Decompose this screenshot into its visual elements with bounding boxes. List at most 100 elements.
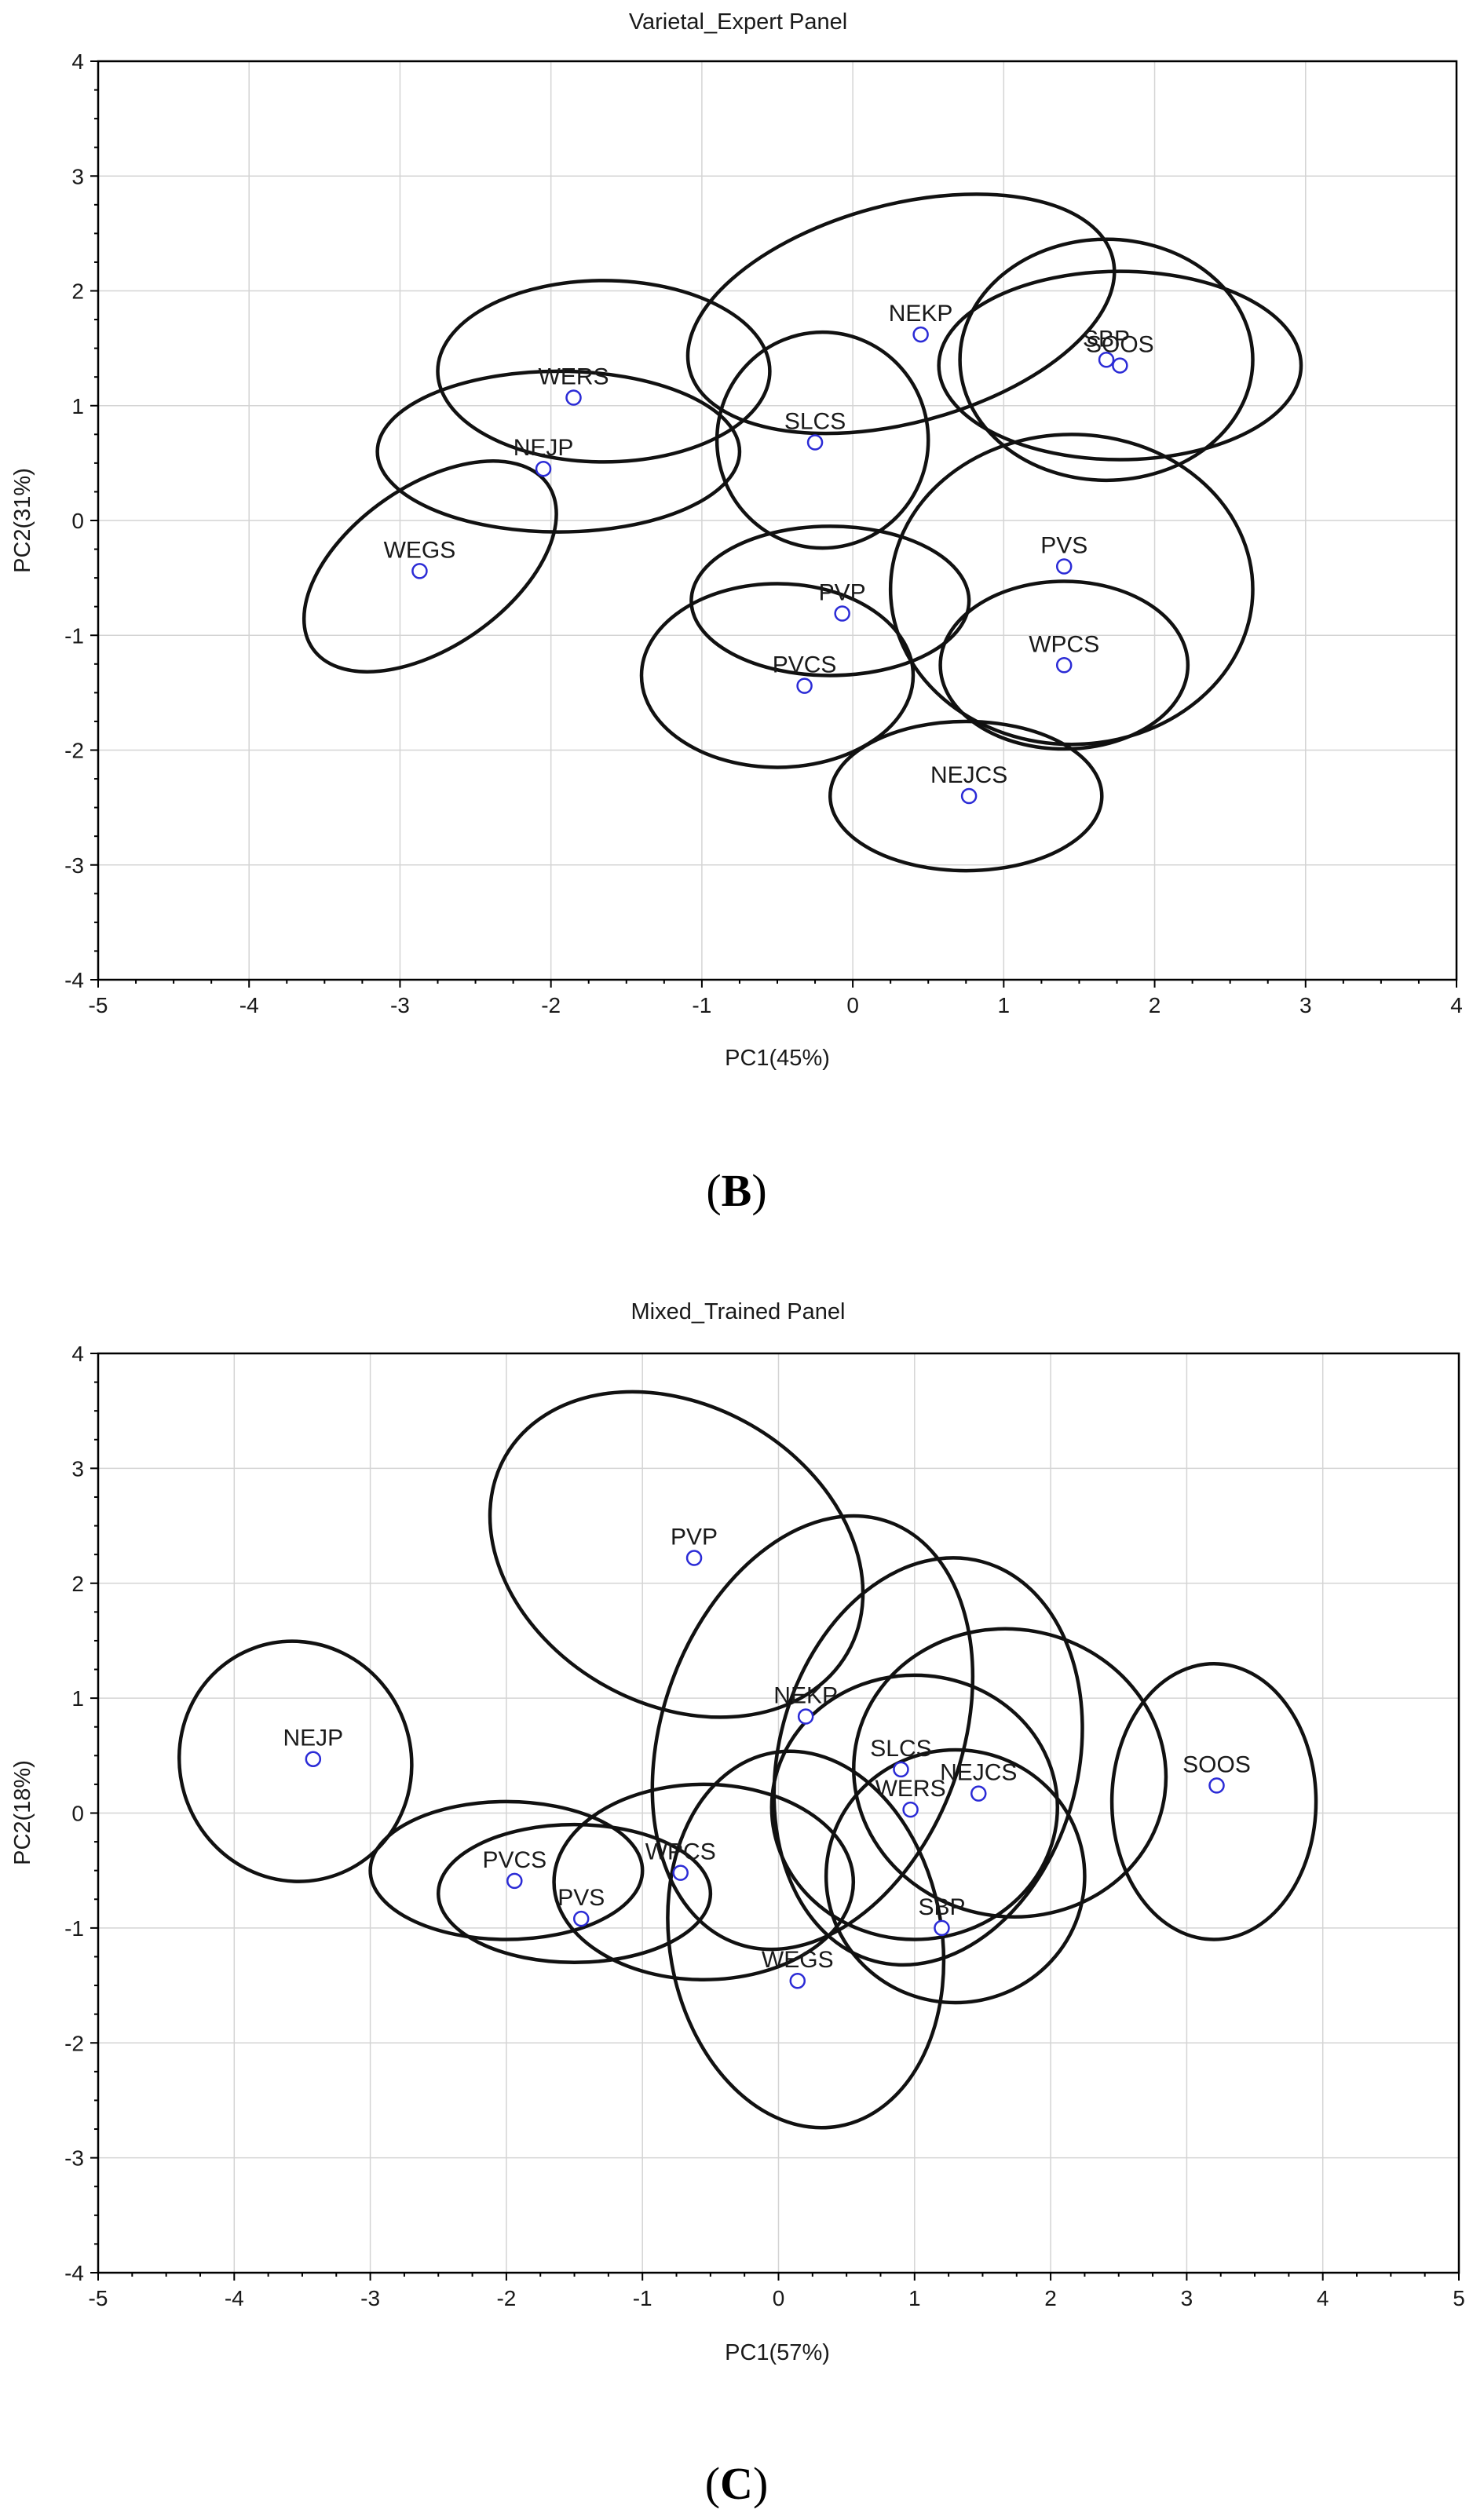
- c-point-pvs: [572, 1910, 590, 1927]
- c-x-tick-label: 3: [1181, 2286, 1193, 2310]
- c-point-label-nejp: NEJP: [283, 1726, 343, 1751]
- b-confidence-ellipse-pvp: [689, 524, 971, 677]
- panel-b-title: Varietal_Expert Panel: [629, 9, 847, 35]
- b-confidence-ellipse-nekp: [685, 192, 1117, 436]
- b-point-wegs: [411, 563, 428, 579]
- c-point-label-nejcs: NEJCS: [940, 1760, 1017, 1786]
- c-point-label-wpcs: WPCS: [645, 1839, 716, 1865]
- b-confidence-ellipse-pvcs: [639, 582, 916, 769]
- b-confidence-ellipse-soos: [937, 269, 1303, 462]
- b-confidence-ellipse-wpcs: [938, 579, 1190, 751]
- b-point-pvs: [1055, 558, 1073, 575]
- c-y-tick-label: 0: [71, 1802, 84, 1826]
- c-point-sbp: [934, 1919, 950, 1937]
- c-point-wegs: [789, 1972, 806, 1989]
- c-confidence-ellipse-wers: [769, 1673, 1060, 1941]
- b-x-tick-label: 4: [1450, 993, 1463, 1017]
- c-point-label-nekp: NEKP: [773, 1683, 838, 1709]
- panel-b-y-axis-label: PC2(31%): [10, 468, 35, 573]
- panel-b-x-axis-label: PC1(45%): [725, 1046, 830, 1071]
- b-x-tick-label: -5: [89, 993, 108, 1017]
- c-confidence-ellipse-pvs: [437, 1822, 713, 1965]
- b-x-tick-label: 3: [1299, 993, 1312, 1017]
- panel-c-x-axis-label: PC1(57%): [725, 2340, 830, 2365]
- c-y-tick-label: 2: [71, 1572, 84, 1596]
- b-y-tick-label: 0: [71, 509, 84, 533]
- b-point-label-wpcs: WPCS: [1029, 631, 1099, 657]
- b-x-tick-label: -1: [692, 993, 711, 1017]
- c-point-pvp: [685, 1550, 703, 1566]
- b-x-tick-label: -3: [390, 993, 410, 1017]
- b-point-slcs: [806, 434, 824, 451]
- panel-c-ellipses: [177, 1390, 1318, 2130]
- panel-c-y-ticks: -4 -3 -2 -1 0 1 2 3 4: [64, 1342, 98, 2285]
- b-point-label-wers: WERS: [539, 364, 609, 390]
- c-point-label-pvp: PVP: [671, 1525, 718, 1550]
- b-point-wers: [565, 389, 582, 406]
- b-x-tick-label: 1: [998, 993, 1011, 1017]
- panel-b-caption: (B): [706, 1165, 766, 1216]
- c-x-tick-label: 1: [908, 2286, 921, 2310]
- c-point-label-slcs: SLCS: [870, 1736, 931, 1762]
- b-point-label-wegs: WEGS: [384, 537, 456, 563]
- c-point-nejcs: [970, 1785, 987, 1802]
- b-confidence-ellipse-slcs: [715, 330, 930, 550]
- c-y-tick-label: 3: [71, 1456, 84, 1481]
- c-point-nejp: [305, 1751, 322, 1767]
- b-point-label-soos: SOOS: [1086, 332, 1154, 358]
- c-y-tick-label: -1: [64, 1916, 84, 1941]
- b-y-tick-label: -2: [64, 739, 84, 763]
- c-x-tick-label: 5: [1453, 2286, 1465, 2310]
- c-confidence-ellipse-soos: [1109, 1661, 1318, 1941]
- b-x-tick-label: -4: [239, 993, 259, 1017]
- panel-b-y-ticks: -4 -3 -2 -1 0 1 2 3 4: [64, 49, 98, 992]
- b-y-tick-label: 2: [71, 279, 84, 304]
- panel-c-x-ticks: -5 -4 -3 -2 -1 0 1 2 3 4 5: [89, 2273, 1465, 2310]
- c-point-soos: [1208, 1777, 1225, 1794]
- b-point-label-pvp: PVP: [819, 579, 866, 605]
- panel-c-caption: (C): [705, 2458, 769, 2509]
- c-y-tick-label: 1: [71, 1686, 84, 1711]
- b-confidence-ellipse-sbp: [958, 237, 1255, 483]
- b-confidence-ellipse-pvs: [888, 433, 1255, 747]
- c-x-tick-label: -3: [360, 2286, 380, 2310]
- panel-c-chart: Mixed_Trained Panel PVP NEKP NEJP SLCS SOOS N…: [10, 1299, 1465, 2365]
- c-x-tick-label: -2: [496, 2286, 516, 2310]
- c-confidence-ellipse-nekp: [650, 1514, 975, 1952]
- c-x-tick-label: 0: [773, 2286, 785, 2310]
- c-point-label-wegs: WEGS: [762, 1947, 834, 1973]
- c-confidence-ellipse-wpcs: [552, 1782, 856, 1981]
- c-confidence-ellipse-sbp: [824, 1748, 1087, 2005]
- c-point-wpcs: [672, 1864, 689, 1881]
- b-point-nejcs: [960, 787, 978, 805]
- c-point-label-sbp: SBP: [918, 1894, 965, 1920]
- c-confidence-ellipse-nejp: [177, 1639, 414, 1883]
- panel-c-gridlines: [98, 1353, 1459, 2273]
- b-point-label-nejcs: NEJCS: [930, 762, 1007, 788]
- c-confidence-ellipse-nejcs: [852, 1627, 1168, 1919]
- b-x-tick-label: 2: [1149, 993, 1161, 1017]
- panel-b-x-ticks: -5 -4 -3 -2 -1 0 1 2 3 4: [89, 980, 1463, 1017]
- c-point-nekp: [797, 1708, 814, 1725]
- b-confidence-ellipse-wers: [436, 279, 772, 464]
- c-x-tick-label: -1: [633, 2286, 652, 2310]
- c-point-label-pvcs: PVCS: [482, 1847, 546, 1873]
- c-x-tick-label: -4: [225, 2286, 244, 2310]
- c-x-tick-label: 2: [1044, 2286, 1057, 2310]
- c-point-slcs: [893, 1761, 909, 1778]
- c-x-tick-label: -5: [89, 2286, 108, 2310]
- c-point-label-soos: SOOS: [1182, 1751, 1251, 1777]
- b-point-pvcs: [796, 677, 813, 694]
- c-confidence-ellipse-slcs: [772, 1556, 1084, 1967]
- b-point-label-pvs: PVS: [1040, 533, 1087, 559]
- b-y-tick-label: 3: [71, 164, 84, 188]
- b-confidence-ellipse-wegs: [302, 459, 558, 674]
- b-point-nejp: [535, 460, 552, 477]
- c-y-tick-label: -4: [64, 2261, 84, 2285]
- c-point-wers: [902, 1801, 919, 1818]
- b-point-pvp: [834, 605, 850, 622]
- c-point-label-pvs: PVS: [557, 1885, 605, 1911]
